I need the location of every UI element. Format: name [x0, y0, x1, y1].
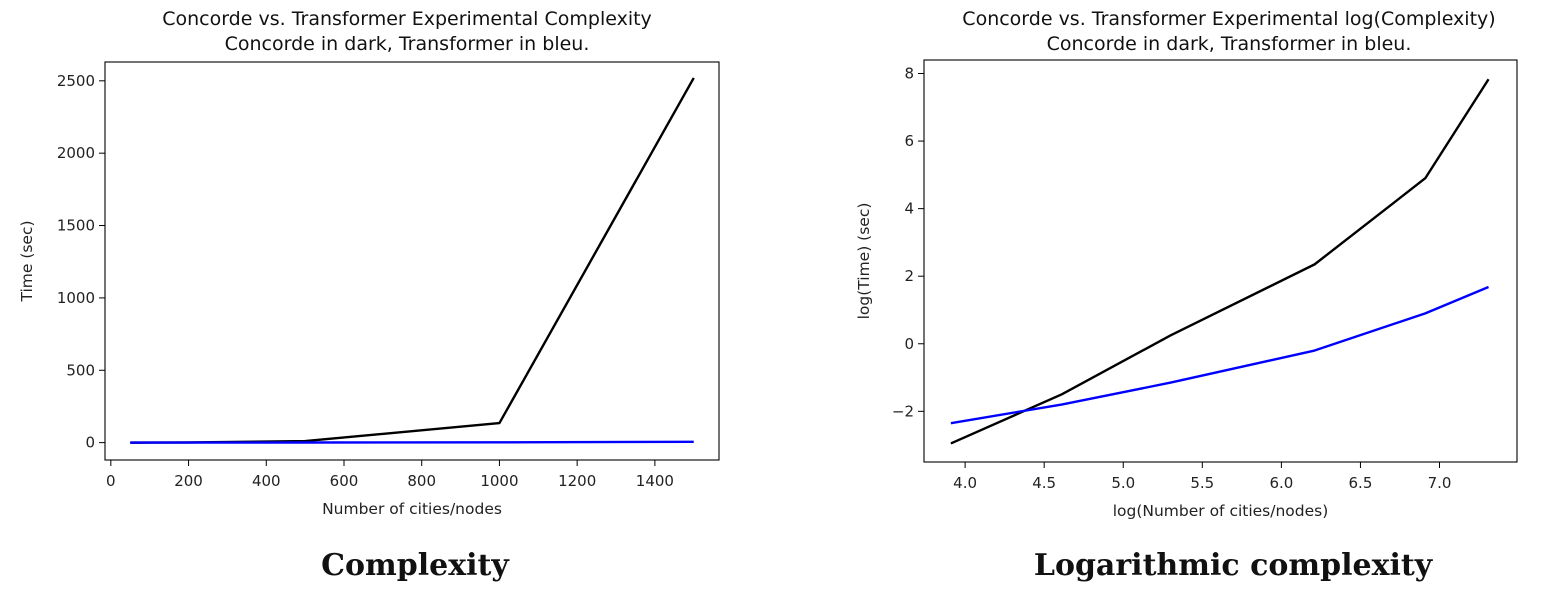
y-tick-label: 8: [904, 65, 914, 83]
x-tick-label: 5.0: [1111, 474, 1135, 492]
y-tick-label: 1500: [57, 217, 95, 235]
y-tick-label: 2000: [57, 144, 95, 162]
x-tick-label: 1400: [636, 472, 674, 490]
x-tick-label: 0: [106, 472, 116, 490]
complexity-panel: Concorde vs. Transformer Experimental Co…: [18, 8, 720, 583]
log-complexity-panel: Concorde vs. Transformer Experimental lo…: [777, 0, 1554, 596]
plot-frame: [104, 61, 720, 461]
x-tick-label: 4.5: [1032, 474, 1056, 492]
y-tick-label: 1000: [57, 289, 95, 307]
y-tick-label: 0: [85, 434, 95, 452]
chart-title: Concorde vs. Transformer Experimental lo…: [962, 8, 1495, 30]
x-axis-label: Number of cities/nodes: [322, 500, 502, 518]
chart-title: Concorde vs. Transformer Experimental Co…: [162, 8, 652, 30]
x-tick-label: 1000: [480, 472, 518, 490]
x-tick-label: 400: [252, 472, 281, 490]
y-tick-label: 500: [66, 361, 95, 379]
x-axis-label: log(Number of cities/nodes): [1113, 502, 1329, 520]
x-tick-label: 6.5: [1349, 474, 1373, 492]
y-tick-label: 6: [904, 132, 914, 150]
y-tick-label: −2: [892, 402, 914, 420]
x-tick-label: 6.0: [1269, 474, 1293, 492]
log-complexity-caption: Logarithmic complexity: [1033, 548, 1433, 583]
series-line-concorde: [130, 77, 695, 444]
series-line-transformer: [950, 285, 1490, 425]
chart-subtitle: Concorde in dark, Transformer in bleu.: [225, 33, 590, 55]
x-tick-label: 200: [174, 472, 203, 490]
plot-frame: [923, 59, 1518, 463]
log-complexity-chart: Concorde vs. Transformer Experimental lo…: [855, 8, 1518, 520]
x-tick-label: 5.5: [1190, 474, 1214, 492]
y-axis-label: log(Time) (sec): [855, 203, 873, 320]
complexity-chart: Concorde vs. Transformer Experimental Co…: [18, 8, 720, 518]
chart-subtitle: Concorde in dark, Transformer in bleu.: [1047, 33, 1412, 55]
y-tick-label: 2500: [57, 72, 95, 90]
complexity-caption: Complexity: [321, 548, 509, 583]
y-tick-label: 4: [904, 200, 914, 218]
series-line-concorde: [950, 78, 1490, 445]
x-tick-label: 1200: [558, 472, 596, 490]
x-tick-label: 7.0: [1428, 474, 1452, 492]
y-tick-label: 0: [904, 335, 914, 353]
y-tick-label: 2: [904, 267, 914, 285]
x-tick-label: 800: [407, 472, 436, 490]
x-tick-label: 4.0: [953, 474, 977, 492]
y-axis-label: Time (sec): [18, 220, 36, 302]
series-line-transformer: [130, 440, 694, 444]
x-tick-label: 600: [330, 472, 359, 490]
